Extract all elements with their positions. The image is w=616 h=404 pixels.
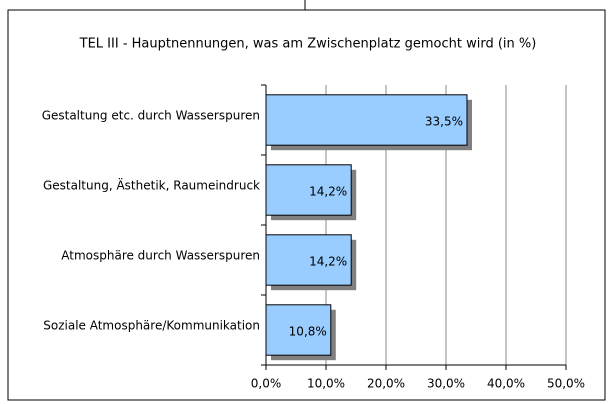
- x-tick-label: 10,0%: [307, 377, 345, 391]
- y-tick-label: Gestaltung etc. durch Wasserspuren: [42, 109, 260, 123]
- bar: [265, 164, 352, 216]
- value-label: 33,5%: [425, 115, 463, 129]
- bar: [265, 94, 468, 146]
- x-tick-label: 50,0%: [547, 377, 585, 391]
- value-label: 14,2%: [309, 185, 347, 199]
- y-tick-label: Atmosphäre durch Wasserspuren: [61, 249, 260, 263]
- value-label: 14,2%: [309, 255, 347, 269]
- x-tick-label: 20,0%: [367, 377, 405, 391]
- value-label: 10,8%: [289, 325, 327, 339]
- x-tick-label: 40,0%: [487, 377, 525, 391]
- x-tick-label: 30,0%: [427, 377, 465, 391]
- x-tick-label: 0,0%: [251, 377, 282, 391]
- chart-title: TEL III - Hauptnennungen, was am Zwische…: [79, 37, 537, 52]
- y-tick-label: Soziale Atmosphäre/Kommunikation: [43, 319, 260, 333]
- bar: [265, 304, 332, 356]
- bar: [265, 234, 352, 286]
- y-tick-label: Gestaltung, Ästhetik, Raumeindruck: [43, 178, 260, 193]
